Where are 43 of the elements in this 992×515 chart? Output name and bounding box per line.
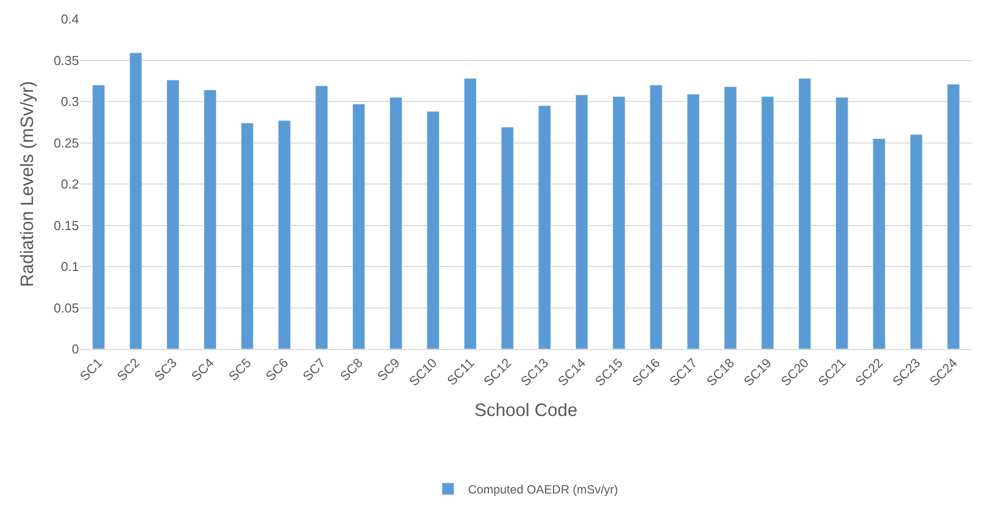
bar [836,97,848,349]
bar [761,96,774,349]
x-axis-title: School Code [474,400,578,420]
y-tick-label: 0.25 [54,135,79,150]
bar [910,134,923,349]
y-tick-label: 0.1 [60,259,79,274]
x-tick-label: SC3 [151,355,180,384]
x-tick-label: SC9 [374,355,403,384]
y-tick-label: 0.2 [60,176,79,192]
y-tick-label: 0.3 [60,94,79,110]
bar [947,84,960,349]
bar [464,78,477,349]
x-tick-label: SC2 [114,355,142,384]
x-tick-label: SC1 [76,355,106,384]
bar [575,94,588,349]
bar [129,52,142,349]
bar [240,122,254,349]
x-tick-label: SC4 [188,355,217,384]
bar [278,120,291,349]
x-tick-label: SC6 [262,355,292,384]
x-tick-label: SC8 [336,355,366,384]
y-tick-label: 0.35 [54,52,79,68]
bar [92,84,105,349]
bar [204,90,216,349]
bar [724,86,737,349]
legend-label: Computed OAEDR (mSv/yr) [468,482,618,497]
bar [390,97,402,349]
bar [538,105,551,349]
bar [501,126,514,349]
y-tick-label: 0 [72,342,79,357]
y-tick-label: 0.15 [54,218,79,233]
y-tick-label: 0.4 [60,12,79,27]
bar [612,96,626,349]
bar [426,111,440,349]
y-tick-label: 0.05 [54,300,79,316]
bar [166,80,180,349]
bar [352,104,366,349]
bar [798,78,812,349]
y-axis-title: Radiation Levels (mSv/yr) [16,80,37,288]
bar [686,94,700,349]
bar [872,138,886,349]
bar [650,84,662,349]
bar [315,86,328,349]
